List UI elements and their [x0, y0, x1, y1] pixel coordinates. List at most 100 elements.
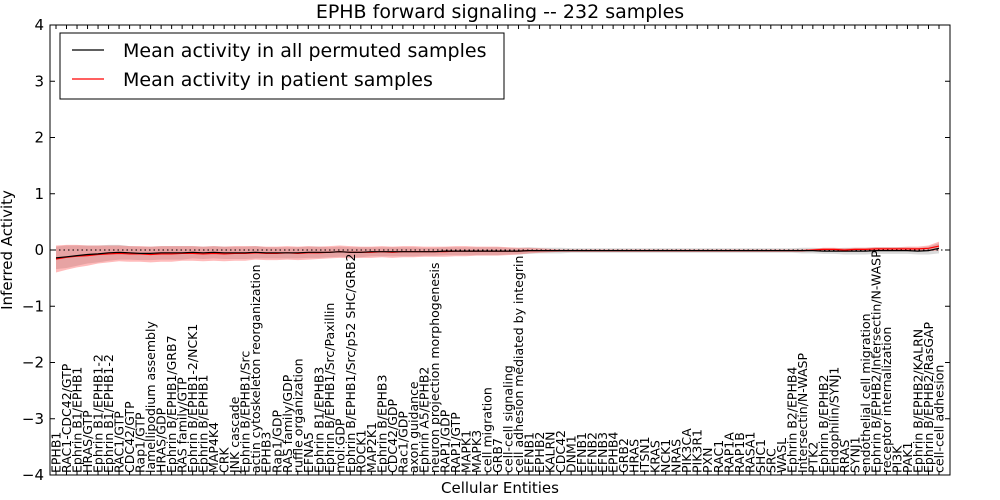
x-category-label: EPHB2 [532, 432, 547, 473]
x-category-label: RAP1/GDP [437, 409, 452, 473]
x-category-label: PI3K [890, 445, 905, 473]
x-category-label: Ephrin B/EPHB1-2/NCK1 [185, 324, 200, 473]
x-category-label: Ephrin B/EPHB1/Src [238, 351, 253, 473]
x-category-label: EPHB4 [606, 432, 621, 473]
x-category-label: Ephrin B2/EPHB4 [784, 367, 799, 473]
x-category-label: RASA1 [742, 432, 757, 473]
band-patient [56, 241, 939, 273]
x-category-label: Ephrin B/EPHB1 [196, 375, 211, 473]
x-category-label: axon guidance [406, 381, 421, 473]
x-category-label: PTK2 [805, 442, 820, 473]
legend-box [59, 32, 505, 100]
y-tick-label: 0 [34, 241, 44, 259]
x-category-label: Rap1/GTP [133, 412, 148, 473]
x-category-label: GRB2 [616, 438, 631, 473]
x-category-label: EPHB3 [259, 432, 274, 473]
x-category-label: GRB7 [490, 438, 505, 473]
x-category-label: RAC1/GTP [112, 411, 127, 473]
x-category-label: HRAS/GTP [80, 410, 95, 473]
x-category-label: DNM1 [564, 435, 579, 473]
x-category-label: RAS family/GDP [280, 374, 295, 473]
x-category-label: MAP2K1 [364, 422, 379, 473]
y-tick-label: 4 [34, 16, 44, 34]
x-category-label: PIK3CA [679, 428, 694, 473]
x-category-label: cell migration [480, 387, 495, 473]
x-category-label: cell adhesion mediated by integrin [511, 256, 526, 473]
x-category-label: Ephrin B/EPHB2/KALRN [911, 329, 926, 473]
x-category-label: KRAS [648, 440, 663, 473]
legend: Mean activity in all permuted samples Me… [59, 32, 505, 100]
x-category-label: CDC42/GTP [122, 401, 137, 473]
x-category-label: Ephrin B/EPHB1/Src/Paxillin [322, 303, 337, 473]
x-category-label: cell-cell adhesion [932, 365, 947, 473]
x-category-label: Ephrin B/EPHB1/Src/p52 SHC/GRB2 [343, 254, 358, 474]
x-category-label: lamellipodium assembly [143, 321, 158, 473]
x-category-label: RAC1 [711, 440, 726, 473]
x-category-label: EFNB1 [574, 432, 589, 473]
x-category-label: KALRN [543, 431, 558, 473]
x-category-label: Ephrin B/EPHB2/RasGAP [921, 322, 936, 473]
x-category-label: HRAS [627, 439, 642, 473]
x-category-label: EFNB3 [595, 432, 610, 473]
x-category-label: Ephrin B/EPHB2/Intersectin/N-WASP [868, 250, 883, 473]
band-permuted [56, 243, 939, 270]
y-tick-label: 3 [34, 72, 44, 90]
x-category-label: NCK1 [658, 439, 673, 473]
x-category-label: Ephrin B/EPHB3 [374, 375, 389, 473]
x-category-label: MAP4K4 [206, 422, 221, 473]
x-category-label: Ephrin B1/EPHB1-2 [101, 354, 116, 473]
x-category-label: EFNA5 [301, 432, 316, 473]
x-category-label: Ephrin B/EPHB1/GRB7 [164, 335, 179, 473]
x-category-label: SYNJ1 [847, 436, 862, 473]
x-category-label: EFNB1 [522, 432, 537, 473]
x-category-label: Rap1/GDP [269, 410, 284, 473]
y-tick-label: −1 [22, 297, 44, 315]
y-tick-label: 2 [34, 129, 44, 147]
x-category-label: PAK1 [900, 442, 915, 473]
legend-label-permuted: Mean activity in all permuted samples [123, 40, 486, 62]
x-category-label: ruffle organization [290, 358, 305, 473]
y-tick-label: −2 [22, 354, 44, 372]
series-lines [50, 245, 950, 260]
confidence-bands [56, 241, 939, 273]
x-category-label: EFNB2 [585, 432, 600, 473]
x-category-label: CRK [217, 447, 232, 473]
x-category-label: endothelial cell migration [858, 313, 873, 473]
x-category-label: Endophilin/SYNJ1 [826, 367, 841, 473]
x-category-label: RRAS [837, 440, 852, 473]
x-category-label: Intersectin/N-WASP [795, 353, 810, 473]
x-category-label: RAP1A [721, 432, 736, 473]
x-category-label: Ephrin A5/EPHB2 [416, 367, 431, 473]
x-category-label: SHC1 [753, 439, 768, 473]
x-category-label: MAPK3 [469, 430, 484, 473]
y-tick-label: 1 [34, 185, 44, 203]
x-axis-label: Cellular Entities [441, 479, 559, 497]
x-category-label: Ephrin B1/EPHB3 [311, 367, 326, 473]
x-category-label: RAS family/GTP [175, 377, 190, 473]
x-category-label: Rac1/GDP [395, 411, 410, 473]
x-category-label: PIK3R1 [690, 429, 705, 473]
series-line-permuted [55, 247, 940, 259]
x-category-label: ROCK1 [353, 430, 368, 473]
x-category-label: WASL [774, 438, 789, 473]
x-category-label: NRAS [669, 439, 684, 473]
y-tick-label: −3 [22, 410, 44, 428]
x-category-label: Ephrin B/EPHB2 [816, 375, 831, 473]
y-axis-ticks: −4 −3 −2 −1 0 1 2 3 4 [22, 16, 950, 484]
x-category-label: Ephrin B1/EPHB1-2 [91, 354, 106, 473]
x-category-label: RAP1B [732, 432, 747, 473]
x-category-label: CDC42 [553, 430, 568, 473]
x-category-label: JNK cascade [227, 396, 242, 474]
x-category-label: CDC42/GDP [385, 398, 400, 473]
legend-label-patient: Mean activity in patient samples [123, 69, 433, 91]
x-category-label: neuron projection morphogenesis [427, 262, 442, 473]
x-category-label: actin cytoskeleton reorganization [248, 264, 263, 473]
x-category-label: cell-cell signaling [501, 365, 516, 473]
x-category-label: EPHB1 [49, 432, 64, 473]
x-category-label: mol:GDP [332, 418, 347, 473]
chart-title: EPHB forward signaling -- 232 samples [316, 1, 684, 23]
x-category-label: SRC [763, 448, 778, 473]
x-category-label: RAP1/GTP [448, 412, 463, 473]
